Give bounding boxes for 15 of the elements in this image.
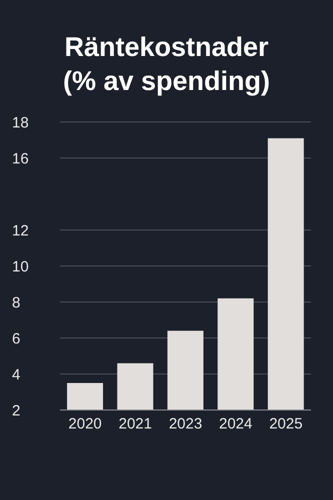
y-tick-label: 8 (12, 294, 20, 312)
y-tick-label: 12 (12, 222, 29, 240)
y-tick-label: 10 (12, 258, 29, 276)
y-tick-label: 18 (12, 114, 29, 132)
y-tick-label: 16 (12, 150, 29, 168)
x-tick-label: 2025 (269, 416, 303, 433)
chart-title: Räntekostnader (63, 31, 270, 64)
x-tick-label: 2020 (68, 416, 102, 433)
y-tick-label: 2 (12, 402, 20, 420)
x-tick-label: 2024 (219, 416, 252, 433)
x-tick-label: 2023 (168, 416, 202, 433)
y-tick-label: 4 (12, 366, 20, 384)
x-tick-label: 2021 (118, 416, 152, 433)
y-tick-label: 6 (12, 330, 20, 348)
chart-subtitle: (% av spending) (62, 65, 272, 98)
